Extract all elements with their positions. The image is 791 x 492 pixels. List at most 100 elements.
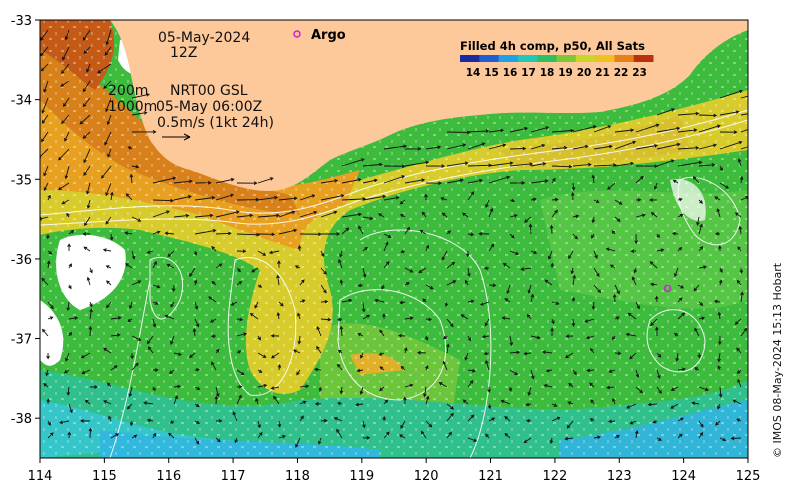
current-vector-arrow [362, 435, 371, 440]
current-vector-arrow [423, 386, 427, 398]
current-vector-arrow [194, 367, 200, 372]
current-vector-arrow [193, 279, 198, 286]
current-vector-arrow [674, 332, 679, 337]
current-vector-arrow [593, 144, 613, 150]
x-axis: 114 115 116 117 118 119 120 121 122 123 124 125 [28, 458, 760, 484]
current-vector-arrow [717, 335, 722, 346]
current-vector-arrow [550, 262, 555, 269]
current-vector-arrow [509, 126, 529, 133]
current-vector-arrow [131, 280, 142, 286]
colorbar-label: 20 [577, 67, 592, 79]
current-vector-arrow [530, 197, 537, 202]
current-vector-arrow [591, 301, 596, 310]
argo-floats[interactable] [663, 284, 672, 293]
map-date: 05-May-2024 [158, 30, 251, 46]
current-vector-arrow [362, 267, 367, 278]
current-vector-arrow [551, 318, 555, 325]
current-vector-arrow [192, 328, 197, 337]
current-vector-arrow [257, 213, 280, 218]
current-vector-arrow [105, 216, 112, 225]
current-vector-arrow [400, 365, 406, 371]
current-vector-arrow [236, 181, 258, 185]
current-vector-arrow [194, 403, 200, 408]
current-vector-arrow [359, 386, 364, 395]
current-vector-arrow [635, 369, 640, 378]
current-vector-arrow [278, 196, 298, 201]
current-vector-arrow [446, 412, 454, 422]
current-vector-arrow [446, 403, 454, 410]
current-vector-arrow [320, 299, 329, 304]
y-tick-label: -37 [11, 333, 32, 348]
current-vector-arrow [277, 420, 282, 428]
current-vector-arrow [549, 437, 554, 445]
current-vector-arrow [481, 334, 490, 339]
current-vector-arrow [698, 301, 704, 306]
current-vector-arrow [591, 216, 596, 224]
current-vector-arrow [570, 267, 575, 275]
current-vector-arrow [593, 284, 601, 294]
current-vector-arrow [64, 131, 70, 142]
current-vector-arrow [143, 401, 154, 405]
current-vector-arrow [82, 131, 91, 139]
current-vector-arrow [523, 351, 532, 356]
scale-label: 0.5m/s (1kt 24h) [157, 115, 274, 131]
current-vector-arrow [591, 174, 596, 184]
current-vector-arrow [719, 437, 727, 442]
current-vector-arrow [501, 316, 511, 320]
current-vector-arrow [467, 267, 471, 278]
current-vector-arrow [509, 162, 534, 167]
current-vector-arrow [677, 312, 686, 320]
current-vector-arrow [257, 250, 267, 256]
current-vector-arrow [740, 129, 748, 133]
current-vector-arrow [404, 178, 426, 184]
current-vector-arrow [278, 228, 298, 235]
current-vector-arrow [236, 350, 242, 354]
current-vector-arrow [730, 436, 742, 441]
current-vector-arrow [608, 369, 616, 373]
current-vector-arrow [635, 123, 660, 133]
colorbar-label: 16 [503, 67, 518, 79]
current-vector-arrow [169, 420, 175, 424]
current-vector-arrow [66, 301, 70, 312]
current-vector-arrow [254, 301, 259, 309]
current-vector-arrow [551, 177, 556, 184]
current-vector-arrow [320, 317, 332, 322]
current-vector-arrow [421, 211, 427, 218]
current-vector-arrow [614, 199, 623, 205]
current-vector-arrow [571, 296, 576, 303]
current-vector-arrow [299, 194, 316, 201]
current-vector-arrow [382, 415, 386, 422]
current-vector-arrow [66, 212, 70, 218]
current-vector-arrow [152, 301, 159, 305]
current-vector-arrow [656, 437, 663, 441]
current-vector-arrow [485, 433, 490, 439]
current-vector-arrow [299, 232, 322, 237]
current-vector-arrow [719, 182, 730, 189]
current-vector-arrow [614, 316, 620, 320]
current-vector-arrow [83, 148, 91, 164]
current-vector-arrow [106, 301, 112, 309]
current-vector-arrow [146, 418, 154, 423]
current-vector-arrow [551, 403, 558, 407]
current-vector-arrow [276, 274, 280, 286]
valid-time-label: 05-May 06:00Z [156, 99, 263, 115]
colorbar-title: Filled 4h comp, p50, All Sats [460, 39, 645, 53]
x-tick-label: 124 [671, 469, 696, 484]
current-vector-arrow [110, 433, 120, 439]
colorbar-label: 23 [632, 67, 647, 79]
current-vector-arrow [152, 230, 161, 235]
x-tick-label: 122 [542, 469, 567, 484]
current-vector-arrow [58, 148, 70, 161]
current-vector-arrow [504, 298, 511, 303]
y-tick-label: -36 [11, 253, 32, 268]
current-vector-arrow [129, 173, 134, 184]
current-vector-arrow [257, 177, 274, 184]
argo-float-marker[interactable] [663, 284, 672, 293]
current-vector-arrow [589, 382, 595, 388]
current-vector-arrow [670, 403, 679, 409]
current-vector-arrow [173, 352, 183, 356]
current-vector-arrow [656, 108, 676, 116]
current-vector-arrow [124, 263, 133, 269]
x-tick-label: 120 [414, 469, 439, 484]
